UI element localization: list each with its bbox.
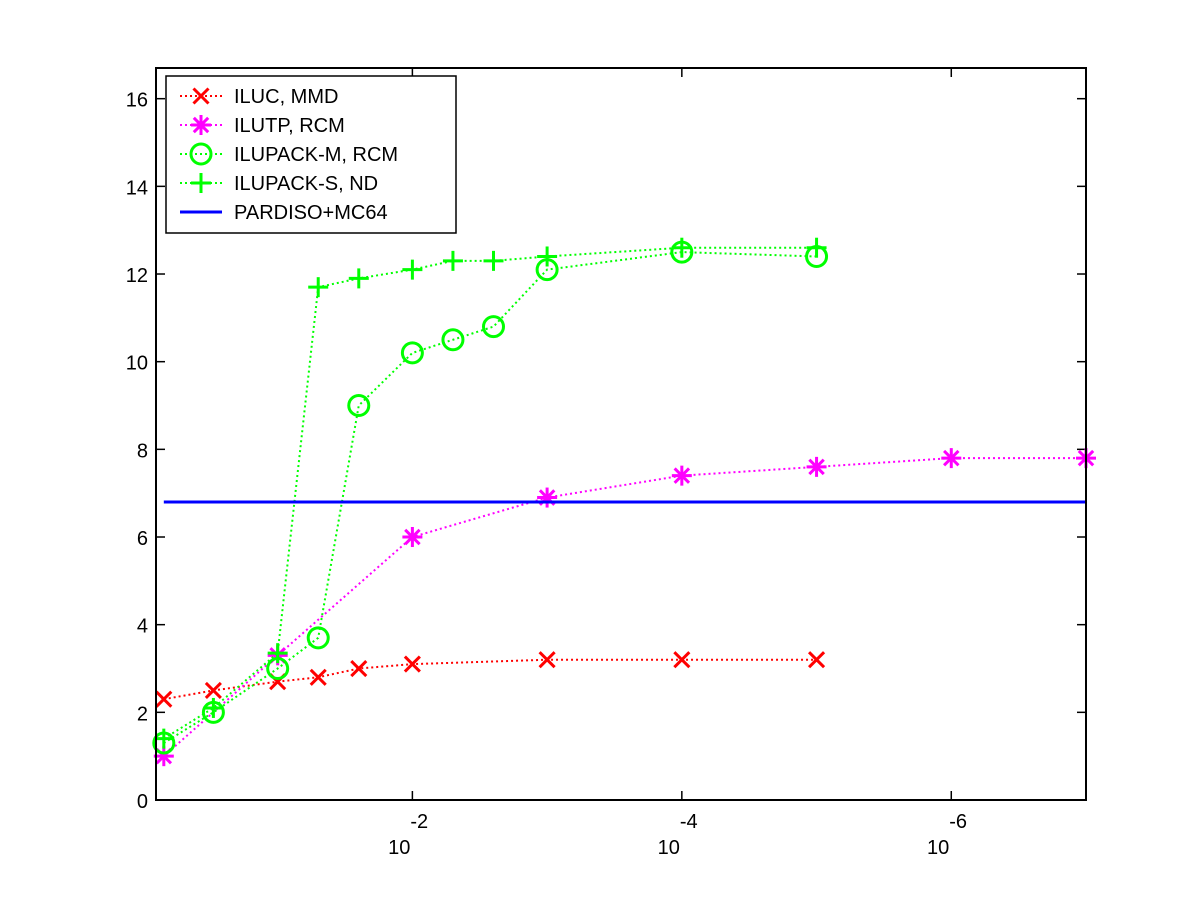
legend-entry: ILUTP, RCM (180, 115, 345, 137)
data-point (537, 246, 558, 267)
series-ilupack-s-nd (153, 237, 827, 749)
data-point (350, 659, 368, 678)
data-point (306, 626, 330, 650)
data-point (153, 728, 174, 749)
data-point (941, 448, 962, 469)
legend-box (165, 75, 457, 234)
x-tick-exponent: -4 (680, 811, 698, 833)
x-tick-base: 10 (388, 837, 410, 859)
legend-marker (191, 173, 211, 193)
series-layer (152, 237, 1096, 767)
data-point (538, 651, 556, 669)
data-point (308, 277, 329, 298)
data-point (483, 250, 504, 271)
x-tick-base: 10 (658, 837, 680, 859)
data-point (481, 315, 505, 339)
data-point (400, 341, 424, 365)
data-point (806, 456, 827, 477)
data-point (441, 328, 465, 352)
x-tick-base: 10 (927, 837, 949, 859)
data-point (348, 268, 369, 289)
data-point (402, 259, 423, 280)
x-tick-label: 10-6 (927, 811, 967, 859)
series-line (163, 658, 817, 701)
data-point (204, 681, 222, 699)
data-point (671, 465, 692, 486)
y-tick-label: 2 (137, 703, 148, 725)
legend-label: ILUPACK-S, ND (234, 173, 378, 195)
data-point (671, 237, 692, 258)
data-point (267, 643, 288, 664)
legend-marker (189, 142, 213, 166)
x-tick-exponent: -6 (949, 811, 967, 833)
legend-marker (192, 87, 210, 105)
data-point (673, 651, 691, 669)
y-tick-label: 10 (126, 353, 148, 375)
data-point (807, 651, 826, 669)
x-tick-label: 10-4 (658, 811, 698, 859)
data-point (403, 655, 421, 673)
y-tick-label: 4 (137, 616, 148, 638)
data-point (537, 487, 558, 508)
data-point (442, 250, 463, 271)
x-tick-exponent: -2 (410, 811, 428, 833)
legend-label: ILUTP, RCM (234, 115, 345, 137)
series-line (163, 457, 1086, 757)
data-point (155, 690, 173, 708)
legend-entry: ILUPACK-S, ND (180, 173, 378, 195)
legend-label: ILUC, MMD (234, 86, 338, 108)
legend: ILUC, MMD ILUTP, RCM ILUPACK-M, RCM ILUPACK… (165, 75, 457, 234)
legend-entry: ILUPACK-M, RCM (180, 142, 398, 166)
data-point (806, 237, 827, 258)
y-tick-label: 6 (137, 528, 148, 550)
plot-frame (155, 67, 1087, 801)
data-point (309, 668, 327, 686)
data-point (347, 394, 371, 418)
data-point (203, 697, 224, 718)
series-iluc-mmd (155, 651, 826, 708)
y-tick-label: 14 (126, 177, 148, 199)
legend-entry: ILUC, MMD (180, 86, 338, 108)
x-tick-label: 10-2 (388, 811, 428, 859)
legend-entry: PARDISO+MC64 (180, 202, 388, 224)
y-tick-label: 12 (126, 265, 148, 287)
legend-label: PARDISO+MC64 (234, 202, 388, 224)
legend-marker (191, 115, 211, 135)
data-point (402, 527, 423, 548)
y-tick-label: 16 (126, 90, 148, 112)
y-tick-label: 0 (137, 791, 148, 813)
series-line (163, 251, 817, 744)
legend-label: ILUPACK-M, RCM (234, 144, 398, 166)
y-tick-label: 8 (137, 440, 148, 462)
